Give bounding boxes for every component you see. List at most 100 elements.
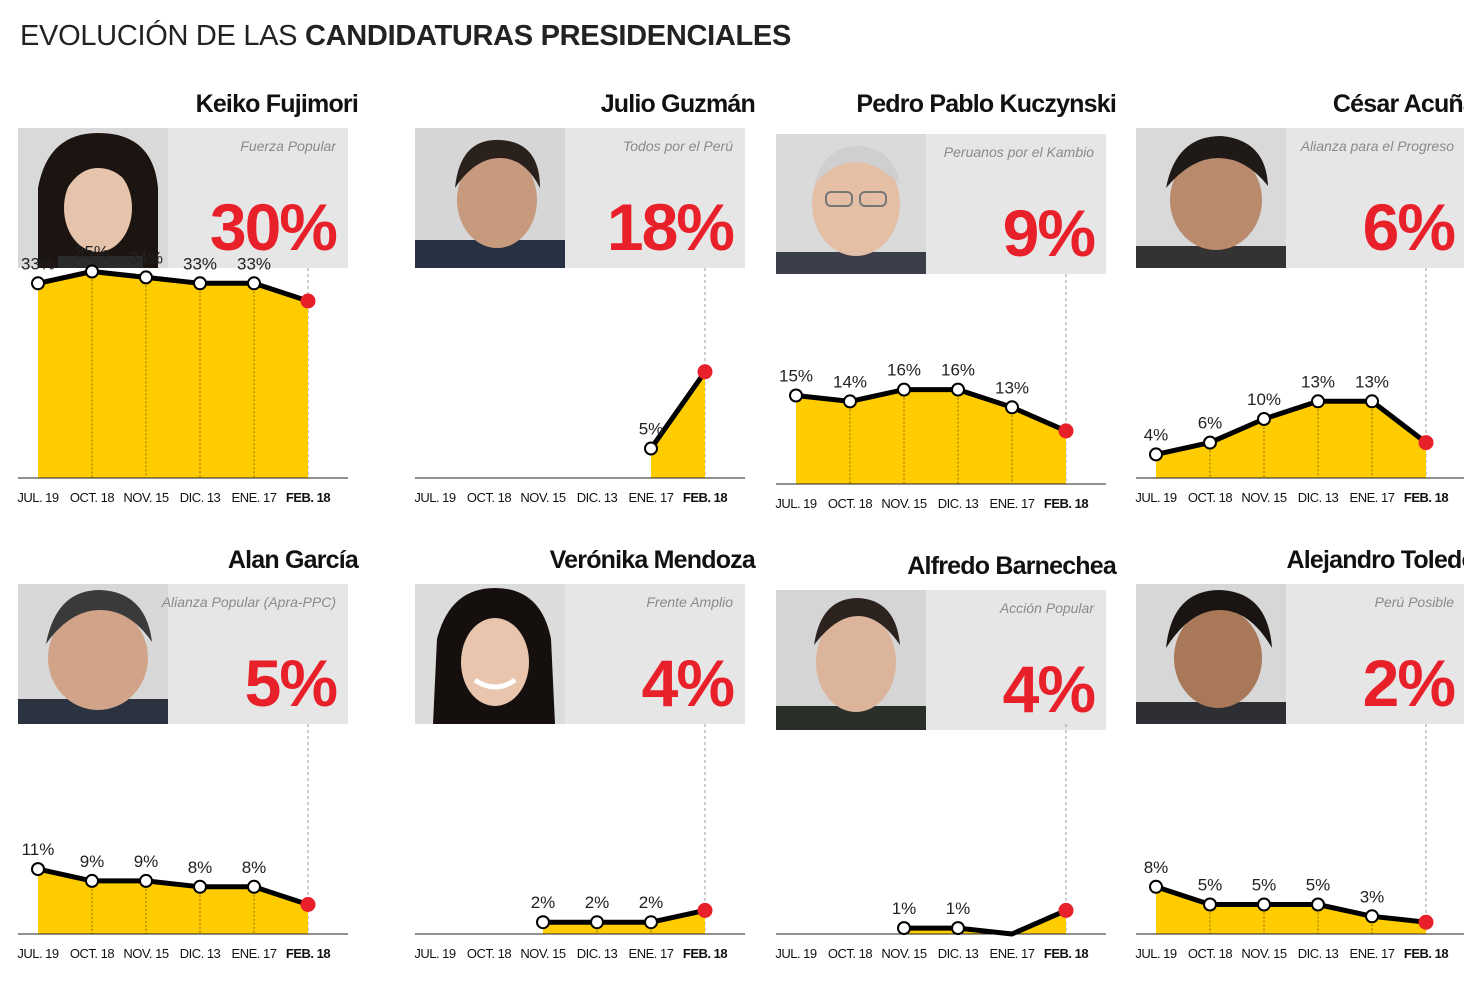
data-point — [1365, 394, 1379, 409]
x-tick-label: FEB. 18 — [286, 490, 330, 505]
data-point — [843, 394, 857, 409]
candidate-name: Alejandro Toledo — [1286, 546, 1464, 574]
data-label: 13% — [995, 378, 1029, 397]
data-label: 10% — [1247, 390, 1281, 409]
x-tick-label: FEB. 18 — [683, 946, 727, 961]
data-label: 33% — [183, 254, 217, 273]
x-tick-label: NOV. 15 — [1241, 490, 1286, 505]
data-point — [1149, 879, 1163, 894]
data-label: 11% — [22, 840, 55, 859]
x-tick-label: DIC. 13 — [1298, 490, 1339, 505]
trend-chart: 8% 5% 5% 5% 3% JUL. 19 OCT. 18 NOV. 15 DIC. 13 EN… — [1135, 724, 1464, 961]
current-percentage: 5% — [244, 646, 338, 720]
candidate-panel: Alfredo Barnechea Acción Popular 4% 1% 1%… — [775, 552, 1117, 982]
party-name: Peruanos por el Kambio — [943, 144, 1094, 160]
area-fill — [1156, 886, 1426, 934]
candidate-photo — [776, 134, 926, 274]
x-tick-label: ENE. 17 — [232, 490, 277, 505]
series-line — [1155, 398, 1428, 457]
candidate-name: Verónika Mendoza — [549, 546, 756, 574]
x-tick-label: JUL. 19 — [17, 490, 59, 505]
data-point — [1311, 394, 1325, 409]
x-tick-label: OCT. 18 — [828, 496, 872, 511]
data-point — [1311, 897, 1325, 912]
party-name: Alianza para el Progreso — [1300, 138, 1454, 154]
current-point — [1058, 423, 1074, 439]
current-percentage: 9% — [1002, 196, 1096, 270]
data-point — [644, 915, 658, 930]
x-tick-label: JUL. 19 — [1135, 490, 1177, 505]
x-tick-label: OCT. 18 — [828, 946, 872, 961]
series-line — [648, 370, 708, 450]
candidate-name: Alan García — [227, 546, 359, 574]
x-tick-label: FEB. 18 — [1044, 496, 1088, 511]
current-point — [1418, 914, 1434, 930]
trend-chart: 2% 2% 2% JUL. 19 OCT. 18 NOV. 15 DIC. 13 ENE. 1… — [414, 724, 745, 961]
data-point — [897, 382, 911, 397]
candidate-panel: Alejandro Toledo Perú Posible 2% 8% 5% 5% 5… — [1135, 546, 1464, 976]
data-point — [789, 388, 803, 403]
data-label: 8% — [242, 858, 267, 877]
data-label: 33% — [237, 254, 271, 273]
x-tick-label: JUL. 19 — [775, 946, 817, 961]
x-tick-label: DIC. 13 — [577, 946, 618, 961]
data-label: 5% — [1252, 876, 1277, 895]
data-label: 2% — [639, 893, 664, 912]
x-tick-label: OCT. 18 — [70, 946, 114, 961]
party-name: Perú Posible — [1374, 594, 1454, 610]
x-tick-label: ENE. 17 — [232, 946, 277, 961]
current-point — [300, 293, 316, 309]
x-tick-label: OCT. 18 — [467, 490, 511, 505]
data-point — [1005, 400, 1019, 415]
x-tick-label: OCT. 18 — [1188, 490, 1232, 505]
candidate-photo — [1136, 128, 1286, 268]
area-fill — [796, 389, 1066, 484]
candidate-name: Alfredo Barnechea — [907, 552, 1117, 580]
data-label: 8% — [1144, 858, 1169, 877]
data-label: 14% — [833, 372, 867, 391]
current-point — [1058, 902, 1074, 918]
page-title: EVOLUCIÓN DE LAS CANDIDATURAS PRESIDENCI… — [20, 20, 791, 53]
data-label: 4% — [1144, 425, 1169, 444]
x-tick-label: NOV. 15 — [520, 946, 565, 961]
series-line — [795, 387, 1068, 434]
trend-chart: 33% 35% 34% 33% 33% JUL. 19 OCT. 18 NOV. 15 DIC.… — [17, 243, 348, 505]
data-label: 8% — [188, 858, 213, 877]
x-tick-label: NOV. 15 — [1241, 946, 1286, 961]
data-point — [193, 276, 207, 291]
current-percentage: 4% — [1002, 652, 1096, 726]
candidate-photo — [1136, 584, 1286, 724]
current-percentage: 30% — [209, 190, 338, 264]
candidate-card: Alianza Popular (Apra-PPC) 5% — [18, 584, 348, 724]
data-label: 16% — [887, 361, 921, 380]
x-tick-label: ENE. 17 — [1350, 490, 1395, 505]
candidate-panel: Verónika Mendoza Frente Amplio 4% 2% 2% 2%… — [414, 546, 756, 976]
data-point — [139, 873, 153, 888]
data-label: 1% — [946, 899, 971, 918]
data-label: 15% — [779, 367, 813, 386]
area-fill — [38, 271, 308, 478]
x-tick-label: NOV. 15 — [123, 946, 168, 961]
data-label: 2% — [531, 893, 556, 912]
candidate-name: César Acuña — [1332, 90, 1464, 118]
candidate-card: Alianza para el Progreso 6% — [1136, 128, 1464, 268]
candidate-name: Pedro Pablo Kuczynski — [856, 90, 1116, 118]
x-tick-label: ENE. 17 — [1350, 946, 1395, 961]
data-point — [1203, 435, 1217, 450]
current-percentage: 6% — [1362, 190, 1456, 264]
data-label: 33% — [21, 254, 55, 273]
candidate-photo — [776, 590, 926, 730]
candidate-card: Frente Amplio 4% — [415, 584, 745, 724]
series-line — [543, 907, 706, 925]
candidate-name: Julio Guzmán — [600, 90, 756, 118]
data-label: 5% — [639, 420, 664, 439]
candidate-photo — [415, 584, 565, 724]
x-tick-label: JUL. 19 — [414, 490, 456, 505]
current-point — [697, 902, 713, 918]
data-point — [1257, 412, 1271, 426]
data-label: 3% — [1360, 887, 1385, 906]
party-name: Alianza Popular (Apra-PPC) — [161, 594, 336, 610]
data-label: 35% — [75, 243, 109, 262]
data-point — [247, 879, 261, 894]
area-fill — [1156, 401, 1426, 478]
